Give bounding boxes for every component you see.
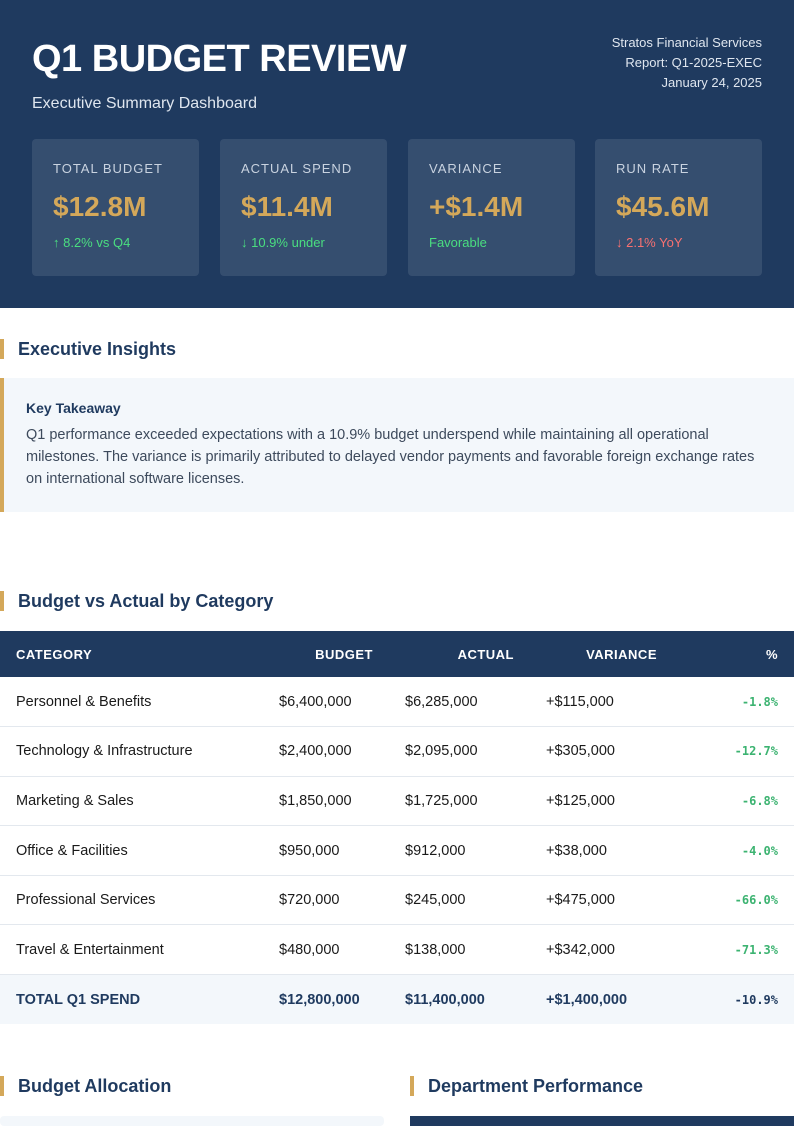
report-id: Report: Q1-2025-EXEC (625, 55, 762, 70)
table-cell: -10.9% (673, 974, 794, 1025)
column-header: CATEGORY (0, 631, 263, 677)
table-cell: $1,850,000 (263, 776, 389, 827)
table-cell: +$125,000 (530, 776, 673, 827)
column-header: % (673, 631, 794, 677)
takeaway-text: Q1 performance exceeded expectations wit… (26, 427, 755, 487)
table-body: Personnel & Benefits $6,400,000 $6,285,000… (0, 677, 794, 1025)
table-cell: Travel & Entertainment (0, 924, 263, 976)
column-header: VARIANCE (530, 631, 673, 677)
table-row: Personnel & Benefits $6,400,000 $6,285,000… (0, 677, 794, 728)
table-cell: +$115,000 (530, 677, 673, 728)
kpi-note: ↑ 8.2% vs Q4 (53, 235, 131, 250)
kpi-card: RUN RATE $45.6M ↓ 2.1% YoY (595, 139, 762, 276)
column-header: BUDGET (263, 631, 389, 677)
kpi-card: ACTUAL SPEND $11.4M ↓ 10.9% under (220, 139, 387, 276)
table-cell: TOTAL Q1 SPEND (0, 974, 263, 1025)
table-cell: $720,000 (263, 875, 389, 926)
kpi-label: ACTUAL SPEND (241, 161, 353, 176)
table-row: Travel & Entertainment $480,000 $138,000 +$… (0, 924, 794, 976)
date: January 24, 2025 (661, 75, 762, 90)
title: Q1 BUDGET REVIEW (32, 38, 407, 80)
kpi-label: RUN RATE (616, 161, 690, 176)
kpi-note: Favorable (429, 235, 487, 250)
table-row: Technology & Infrastructure $2,400,000 $2,… (0, 726, 794, 777)
table-cell: -1.8% (673, 677, 794, 728)
table-cell: +$475,000 (530, 875, 673, 926)
section-heading: Executive Insights (0, 339, 176, 359)
table-cell: Office & Facilities (0, 825, 263, 876)
table-row: Professional Services $720,000 $245,000 +$4… (0, 875, 794, 926)
section-heading: Department Performance (410, 1076, 643, 1096)
section-heading: Budget vs Actual by Category (0, 591, 273, 611)
kpi-label: VARIANCE (429, 161, 503, 176)
kpi-value: $12.8M (53, 191, 147, 222)
table-cell: $912,000 (389, 825, 530, 876)
kpi-value: +$1.4M (429, 191, 524, 222)
allocation-panel (0, 1116, 384, 1126)
takeaway-title: Key Takeaway (26, 400, 121, 416)
table-cell: -71.3% (673, 924, 794, 976)
column-header: ACTUAL (389, 631, 530, 677)
table-cell: Marketing & Sales (0, 776, 263, 827)
table-cell: -66.0% (673, 875, 794, 926)
table-cell: $480,000 (263, 924, 389, 976)
table-cell: +$305,000 (530, 726, 673, 777)
table-cell: $6,400,000 (263, 677, 389, 728)
table-cell: Professional Services (0, 875, 263, 926)
table-cell: Technology & Infrastructure (0, 726, 263, 777)
table-cell: -4.0% (673, 825, 794, 876)
kpi-note: ↓ 10.9% under (241, 235, 325, 250)
meta: Stratos Financial Services Report: Q1-20… (612, 33, 762, 93)
kpi-card: TOTAL BUDGET $12.8M ↑ 8.2% vs Q4 (32, 139, 199, 276)
table-cell: -6.8% (673, 776, 794, 827)
kpi-value: $11.4M (241, 191, 333, 222)
company: Stratos Financial Services (611, 35, 762, 50)
table-cell: $2,095,000 (389, 726, 530, 777)
subtitle: Executive Summary Dashboard (32, 95, 257, 112)
kpi-label: TOTAL BUDGET (53, 161, 163, 176)
table-cell: $11,400,000 (389, 974, 530, 1025)
budget-table: CATEGORY BUDGET ACTUAL VARIANCE% Personnel &… (0, 631, 794, 1025)
table-cell: $2,400,000 (263, 726, 389, 777)
table-cell: +$342,000 (530, 924, 673, 976)
insight-box: Key Takeaway Q1 performance exceeded exp… (0, 378, 794, 512)
section-heading: Budget Allocation (0, 1076, 171, 1096)
total-row: TOTAL Q1 SPEND $12,800,000 $11,400,000 +$1,… (0, 974, 794, 1025)
table-cell: $245,000 (389, 875, 530, 926)
table-cell: $6,285,000 (389, 677, 530, 728)
kpi-note: ↓ 2.1% YoY (616, 235, 683, 250)
kpi-value: $45.6M (616, 191, 710, 222)
table-row: Office & Facilities $950,000 $912,000 +$38,… (0, 825, 794, 876)
department-panel (410, 1116, 794, 1126)
table-cell: -12.7% (673, 726, 794, 777)
table-cell: $12,800,000 (263, 974, 389, 1025)
kpi-card: VARIANCE +$1.4M Favorable (408, 139, 575, 276)
table-row: Marketing & Sales $1,850,000 $1,725,000 +$1… (0, 776, 794, 827)
table-cell: +$38,000 (530, 825, 673, 876)
table-cell: $138,000 (389, 924, 530, 976)
table-cell: $950,000 (263, 825, 389, 876)
table-header: CATEGORY BUDGET ACTUAL VARIANCE% (0, 631, 794, 677)
table-cell: $1,725,000 (389, 776, 530, 827)
table-cell: +$1,400,000 (530, 974, 673, 1025)
header: Q1 BUDGET REVIEW Executive Summary Dashb… (0, 0, 794, 308)
table-cell: Personnel & Benefits (0, 677, 263, 728)
